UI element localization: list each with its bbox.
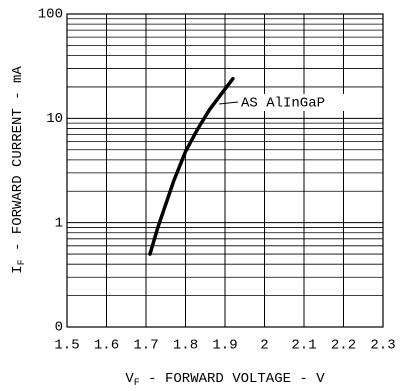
x-label-subscript: F (134, 378, 140, 389)
y-axis-label: IF - FORWARD CURRENT - mA (10, 66, 28, 274)
series-label: AS AlInGaP (241, 96, 325, 112)
x-tick-label: 1.7 (133, 338, 158, 354)
y-label-symbol: I (10, 265, 26, 273)
x-tick-label: 1.9 (212, 338, 237, 354)
y-tick-label: 10 (46, 111, 63, 127)
label-backdrop (239, 94, 347, 111)
curve (148, 76, 235, 256)
x-tick-label: 2.2 (331, 338, 356, 354)
y-label-subscript: F (17, 259, 28, 265)
x-tick-label: 1.5 (54, 338, 79, 354)
x-tick-label: 2.3 (370, 338, 395, 354)
x-tick-label: 2 (260, 338, 268, 354)
x-axis-label: VF - FORWARD VOLTAGE - V (125, 371, 325, 389)
y-tick-label: 100 (38, 7, 63, 23)
x-tick-label: 1.6 (94, 338, 119, 354)
x-tick-label: 2.1 (291, 338, 316, 354)
x-label-symbol: V (125, 371, 134, 387)
plot-frame (66, 13, 384, 328)
y-label-text: - FORWARD CURRENT - mA (10, 66, 26, 260)
y-tick-label: 1 (55, 215, 63, 231)
x-label-text: - FORWARD VOLTAGE - V (140, 371, 325, 387)
y-tick-label: 0 (55, 320, 63, 336)
x-tick-label: 1.8 (173, 338, 198, 354)
leader-line (218, 101, 239, 105)
